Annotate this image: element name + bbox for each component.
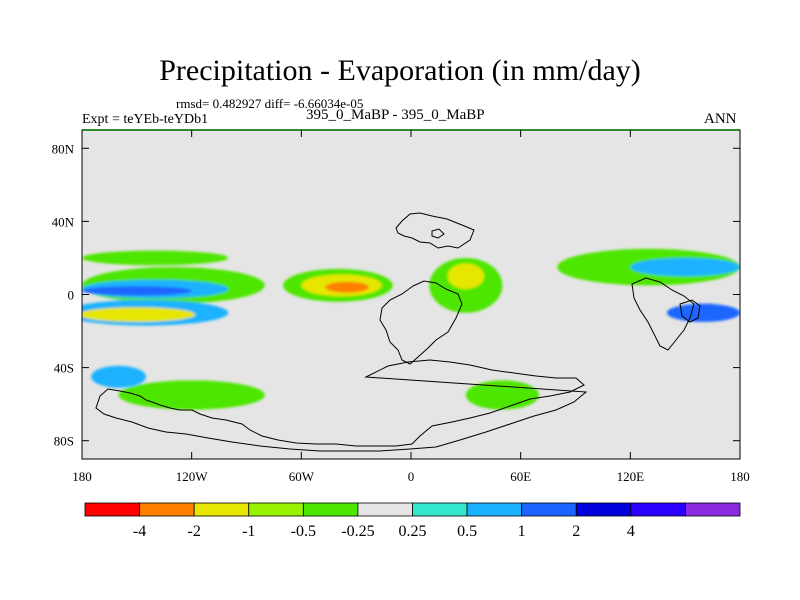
- field-blob-16: [91, 365, 146, 388]
- x-tick-label-3: 0: [408, 469, 415, 484]
- field-blob-13: [666, 303, 740, 322]
- colorbar-swatch-10: [630, 502, 686, 517]
- outline-east-island: [679, 299, 701, 323]
- y-tick-label-4: 80S: [54, 434, 74, 449]
- y-tick-label-1: 40N: [52, 214, 75, 229]
- right-subtitle: ANN: [704, 111, 737, 127]
- x-tick-label-6: 180: [730, 469, 750, 484]
- colorbar-label-5: 0.25: [399, 523, 427, 540]
- y-tick-label-2: 0: [68, 288, 75, 303]
- colorbar-swatch-11: [685, 502, 741, 517]
- field-blob-8: [325, 281, 369, 293]
- x-tick-label-1: 120W: [176, 469, 209, 484]
- colorbar-swatch-8: [521, 502, 577, 517]
- x-tick-label-0: 180: [72, 469, 92, 484]
- colorbar-swatch-2: [193, 502, 250, 517]
- colorbar-label-2: -1: [242, 523, 255, 540]
- colorbar: -4 -2 -1 -0.5 -0.25 0.25 0.5 1 2 4: [84, 502, 741, 540]
- continent-outlines: [95, 212, 701, 452]
- colorbar-label-4: -0.25: [341, 523, 374, 540]
- field-blob-14: [118, 380, 265, 410]
- colorbar-swatch-9: [575, 502, 632, 517]
- colorbar-label-8: 2: [572, 523, 580, 540]
- colorbar-label-0: -4: [133, 523, 146, 540]
- center-subtitle: 395_0_MaBP - 395_0_MaBP: [306, 107, 485, 123]
- colorbar-swatch-4: [302, 502, 359, 517]
- x-tick-label-4: 60E: [510, 469, 531, 484]
- stats-line: rmsd= 0.482927 diff= -6.66034e-05: [176, 96, 364, 111]
- field-layer: [82, 248, 740, 410]
- colorbar-label-6: 0.5: [457, 523, 477, 540]
- field-blob-5: [82, 250, 229, 266]
- colorbar-swatch-7: [466, 502, 523, 517]
- colorbar-swatch-5: [357, 502, 413, 517]
- field-blob-4: [82, 307, 196, 322]
- y-axis: 80N 40N 0 40S 80S: [52, 141, 740, 449]
- colorbar-swatch-1: [139, 502, 195, 517]
- colorbar-label-9: 4: [627, 523, 635, 540]
- left-subtitle: Expt = teYEb-teYDb1: [82, 112, 209, 127]
- colorbar-label-3: -0.5: [291, 523, 316, 540]
- x-tick-label-2: 60W: [289, 469, 315, 484]
- chart-title: Precipitation - Evaporation (in mm/day): [159, 54, 641, 87]
- y-tick-label-3: 40S: [54, 361, 74, 376]
- field-blob-2: [82, 286, 192, 296]
- colorbar-swatch-3: [248, 502, 304, 517]
- outline-south-continent: [95, 359, 588, 452]
- y-tick-label-0: 80N: [52, 141, 75, 156]
- x-axis: 180 120W 60W 0 60E 120E 180: [72, 130, 750, 484]
- colorbar-label-7: 1: [518, 523, 526, 540]
- colorbar-swatch-6: [412, 502, 468, 517]
- outline-north-continent: [395, 212, 475, 249]
- outline-east-coast: [631, 277, 695, 351]
- outline-equatorial-land: [379, 280, 463, 365]
- colorbar-swatch-0: [84, 502, 140, 517]
- x-tick-label-5: 120E: [617, 469, 645, 484]
- colorbar-label-1: -2: [188, 523, 201, 540]
- outline-small-north-land: [431, 228, 445, 239]
- field-blob-10: [447, 263, 485, 290]
- field-blob-12: [630, 257, 740, 277]
